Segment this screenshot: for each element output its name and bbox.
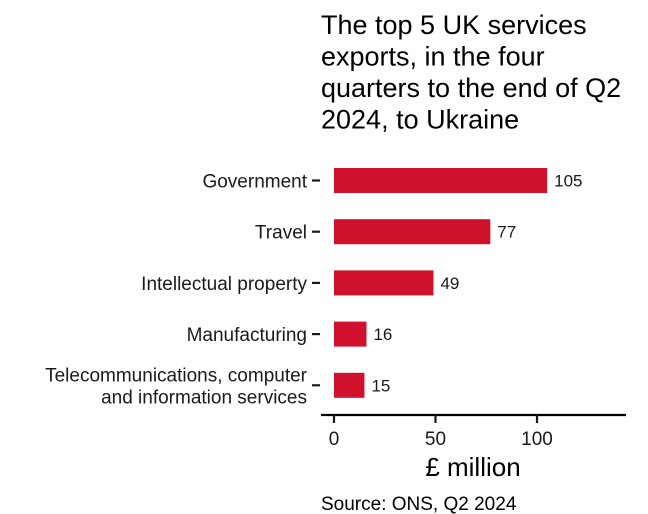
bar-4 (334, 372, 365, 398)
category-label-4: and information services (101, 387, 307, 408)
x-tick-label-2: 100 (521, 429, 553, 450)
source-caption: Source: ONS, Q2 2024 (321, 494, 517, 514)
value-label-4: 15 (371, 376, 390, 395)
chart-title-line: The top 5 UK services (321, 10, 587, 40)
value-labels: 105 77 49 16 15 (371, 172, 582, 396)
category-label-2: Intellectual property (141, 274, 307, 295)
value-label-0: 105 (554, 172, 582, 191)
category-label-4: Telecommunications, computer (45, 365, 308, 386)
bars (334, 168, 548, 398)
category-labels: Government Travel Intellectual property Man… (45, 172, 308, 409)
bar-2 (334, 270, 434, 296)
value-label-3: 16 (373, 325, 392, 344)
bar-0 (334, 168, 548, 193)
bar-1 (334, 219, 491, 245)
category-label-0: Government (202, 172, 307, 193)
y-axis-ticks (312, 179, 320, 387)
category-label-3: Manufacturing (187, 325, 307, 346)
x-axis-tick-labels: 0 50 100 (329, 429, 553, 450)
chart-title-line: 2024, to Ukraine (321, 105, 519, 135)
chart-title-line: quarters to the end of Q2 (321, 73, 621, 103)
x-tick-label-0: 0 (329, 429, 340, 450)
x-tick-label-1: 50 (425, 429, 446, 450)
value-label-1: 77 (497, 223, 516, 242)
x-axis-title: £ million (425, 452, 520, 482)
value-label-2: 49 (440, 274, 459, 293)
category-label-1: Travel (255, 223, 307, 244)
bar-3 (334, 321, 367, 347)
x-axis-ticks (332, 415, 539, 423)
chart-title-line: exports, in the four (321, 42, 545, 72)
